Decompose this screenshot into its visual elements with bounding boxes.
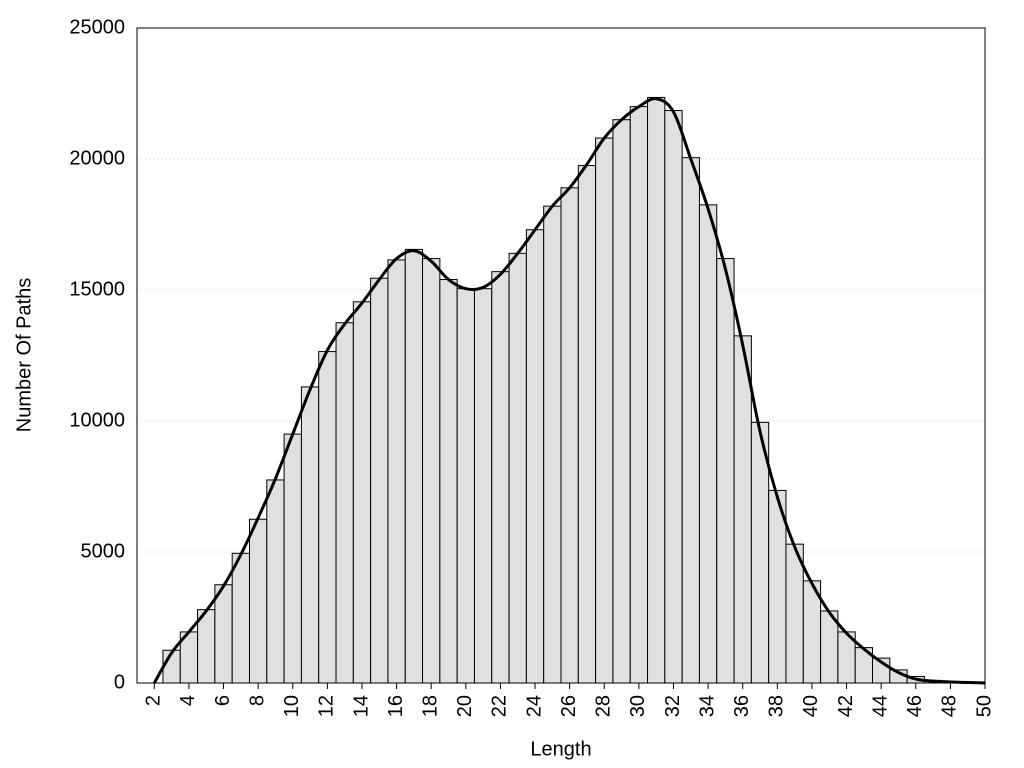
bar bbox=[266, 479, 285, 684]
bar bbox=[473, 288, 493, 684]
bar bbox=[664, 110, 683, 684]
x-tick-label: 10 bbox=[281, 695, 303, 717]
bar bbox=[456, 288, 475, 684]
x-tick-label: 46 bbox=[904, 695, 926, 717]
y-tick-label: 15000 bbox=[69, 278, 125, 300]
y-axis-label: Number Of Paths bbox=[13, 278, 35, 433]
x-tick-label: 4 bbox=[177, 695, 199, 706]
bar bbox=[231, 552, 250, 684]
y-tick-label: 5000 bbox=[81, 540, 126, 562]
bar bbox=[595, 137, 614, 684]
bar bbox=[560, 187, 579, 684]
x-tick-label: 50 bbox=[973, 695, 995, 717]
plot-frame bbox=[136, 27, 986, 684]
x-tick-label: 18 bbox=[419, 695, 441, 717]
x-tick-label: 32 bbox=[662, 695, 684, 717]
x-tick-label: 26 bbox=[558, 695, 580, 717]
bar bbox=[439, 279, 458, 684]
x-tick-label: 22 bbox=[489, 695, 511, 717]
x-tick-label: 48 bbox=[939, 695, 961, 717]
x-tick-label: 38 bbox=[766, 695, 788, 717]
bar bbox=[318, 351, 337, 684]
x-tick-label: 40 bbox=[800, 695, 822, 717]
x-tick-label: 6 bbox=[212, 695, 234, 706]
bar bbox=[716, 258, 735, 684]
smooth-line bbox=[153, 97, 986, 685]
bar bbox=[612, 119, 631, 684]
x-tick-label: 20 bbox=[454, 695, 476, 717]
bar bbox=[525, 229, 545, 684]
bar bbox=[370, 277, 389, 684]
x-tick-label: 24 bbox=[523, 695, 545, 717]
x-axis-label: Length bbox=[530, 738, 591, 760]
x-tick-label: 12 bbox=[316, 695, 338, 717]
bar bbox=[629, 106, 649, 684]
y-tick-label: 25000 bbox=[69, 16, 125, 38]
bar bbox=[681, 157, 700, 684]
y-tick-label: 0 bbox=[114, 671, 125, 693]
bar bbox=[785, 543, 804, 684]
bar bbox=[647, 96, 666, 684]
bar bbox=[543, 205, 562, 684]
bar bbox=[300, 386, 320, 684]
bar bbox=[733, 335, 752, 684]
x-tick-label: 28 bbox=[593, 695, 615, 717]
x-tick-label: 36 bbox=[731, 695, 753, 717]
y-tick-label: 20000 bbox=[69, 147, 125, 169]
bar bbox=[283, 433, 302, 684]
x-tick-label: 8 bbox=[246, 695, 268, 706]
bar bbox=[248, 518, 268, 684]
bar bbox=[491, 271, 510, 684]
x-tick-label: 16 bbox=[385, 695, 407, 717]
bar bbox=[508, 252, 527, 684]
bar bbox=[422, 258, 441, 684]
bar bbox=[387, 259, 406, 684]
bar bbox=[352, 301, 372, 684]
y-tick-label: 10000 bbox=[69, 409, 125, 431]
x-tick-label: 30 bbox=[627, 695, 649, 717]
bar bbox=[214, 584, 233, 684]
x-tick-label: 2 bbox=[143, 695, 165, 706]
bar bbox=[577, 165, 597, 684]
bar bbox=[335, 322, 354, 684]
bar bbox=[404, 248, 424, 684]
x-tick-label: 34 bbox=[696, 695, 718, 717]
x-tick-label: 44 bbox=[869, 695, 891, 717]
bar bbox=[698, 204, 718, 684]
x-tick-label: 42 bbox=[835, 695, 857, 717]
x-tick-label: 14 bbox=[350, 695, 372, 717]
